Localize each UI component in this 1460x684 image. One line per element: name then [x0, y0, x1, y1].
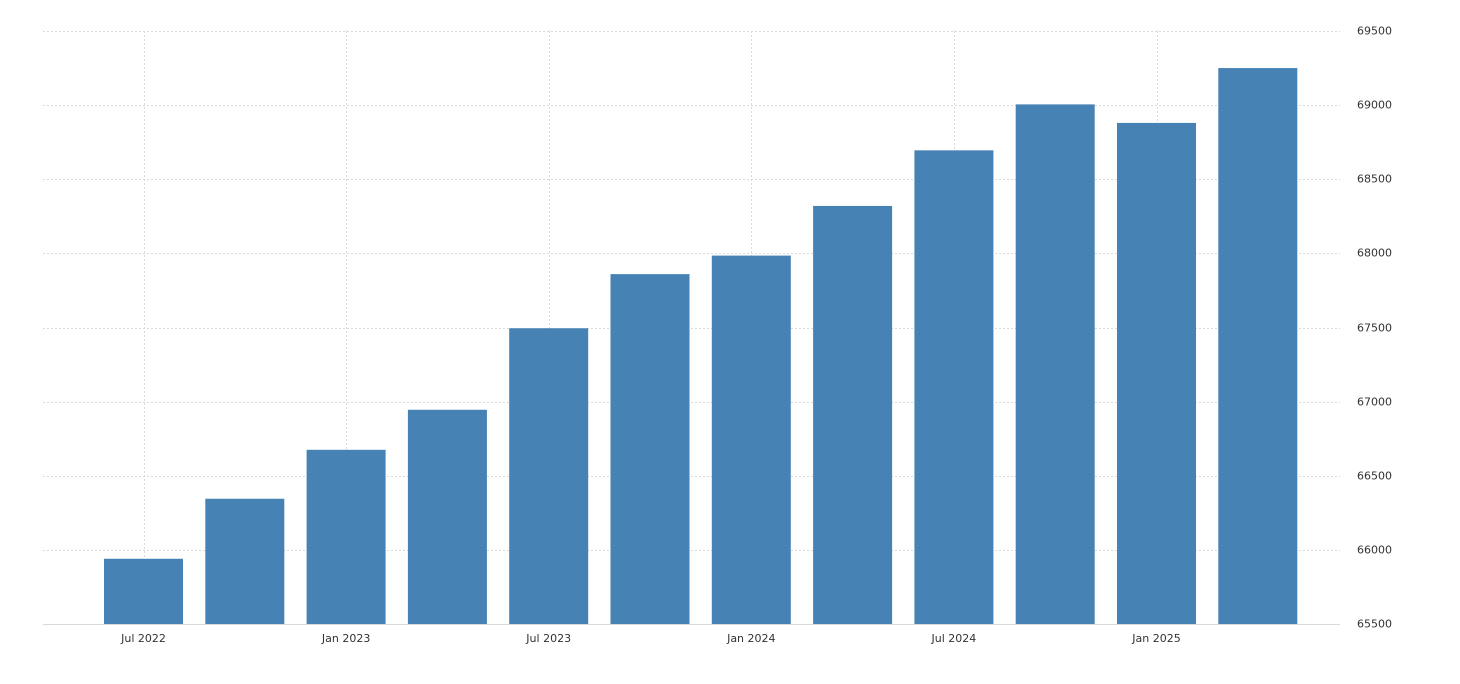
x-tick-label: Jul 2022 — [121, 632, 166, 645]
x-tick-label: Jul 2024 — [931, 632, 977, 645]
bar-q1-2025[interactable] — [1117, 122, 1196, 624]
bar-series — [104, 68, 1298, 625]
bar-q1-2024[interactable] — [711, 255, 791, 624]
bar-q3-2024[interactable] — [914, 150, 994, 624]
x-tick-label: Jan 2025 — [1132, 632, 1181, 645]
y-tick-label: 66000 — [1357, 543, 1392, 557]
bar-q1-2023[interactable] — [306, 449, 386, 624]
y-tick-label: 68000 — [1357, 246, 1392, 260]
bar-q3-2023[interactable] — [509, 328, 589, 624]
bar-q2-2023[interactable] — [407, 409, 487, 624]
bar-q4-2023[interactable] — [610, 274, 690, 624]
y-tick-label: 69500 — [1357, 24, 1392, 38]
y-tick-label: 66500 — [1357, 469, 1392, 483]
bar-q3-2022[interactable] — [104, 558, 183, 624]
y-tick-label: 65500 — [1357, 617, 1392, 631]
x-tick-label: Jan 2024 — [727, 632, 776, 645]
bar-q4-2024[interactable] — [1015, 104, 1095, 625]
x-tick-label: Jul 2023 — [526, 632, 572, 645]
bar-q4-2022[interactable] — [205, 498, 285, 624]
y-tick-label: 67500 — [1357, 321, 1392, 334]
bar-q2-2024[interactable] — [813, 205, 893, 624]
y-tick-label: 69000 — [1357, 98, 1392, 112]
bar-q2-2025[interactable] — [1218, 68, 1298, 624]
x-tick-label: Jan 2023 — [321, 632, 371, 645]
y-tick-label: 67000 — [1357, 395, 1392, 409]
y-tick-label: 68500 — [1357, 172, 1392, 186]
